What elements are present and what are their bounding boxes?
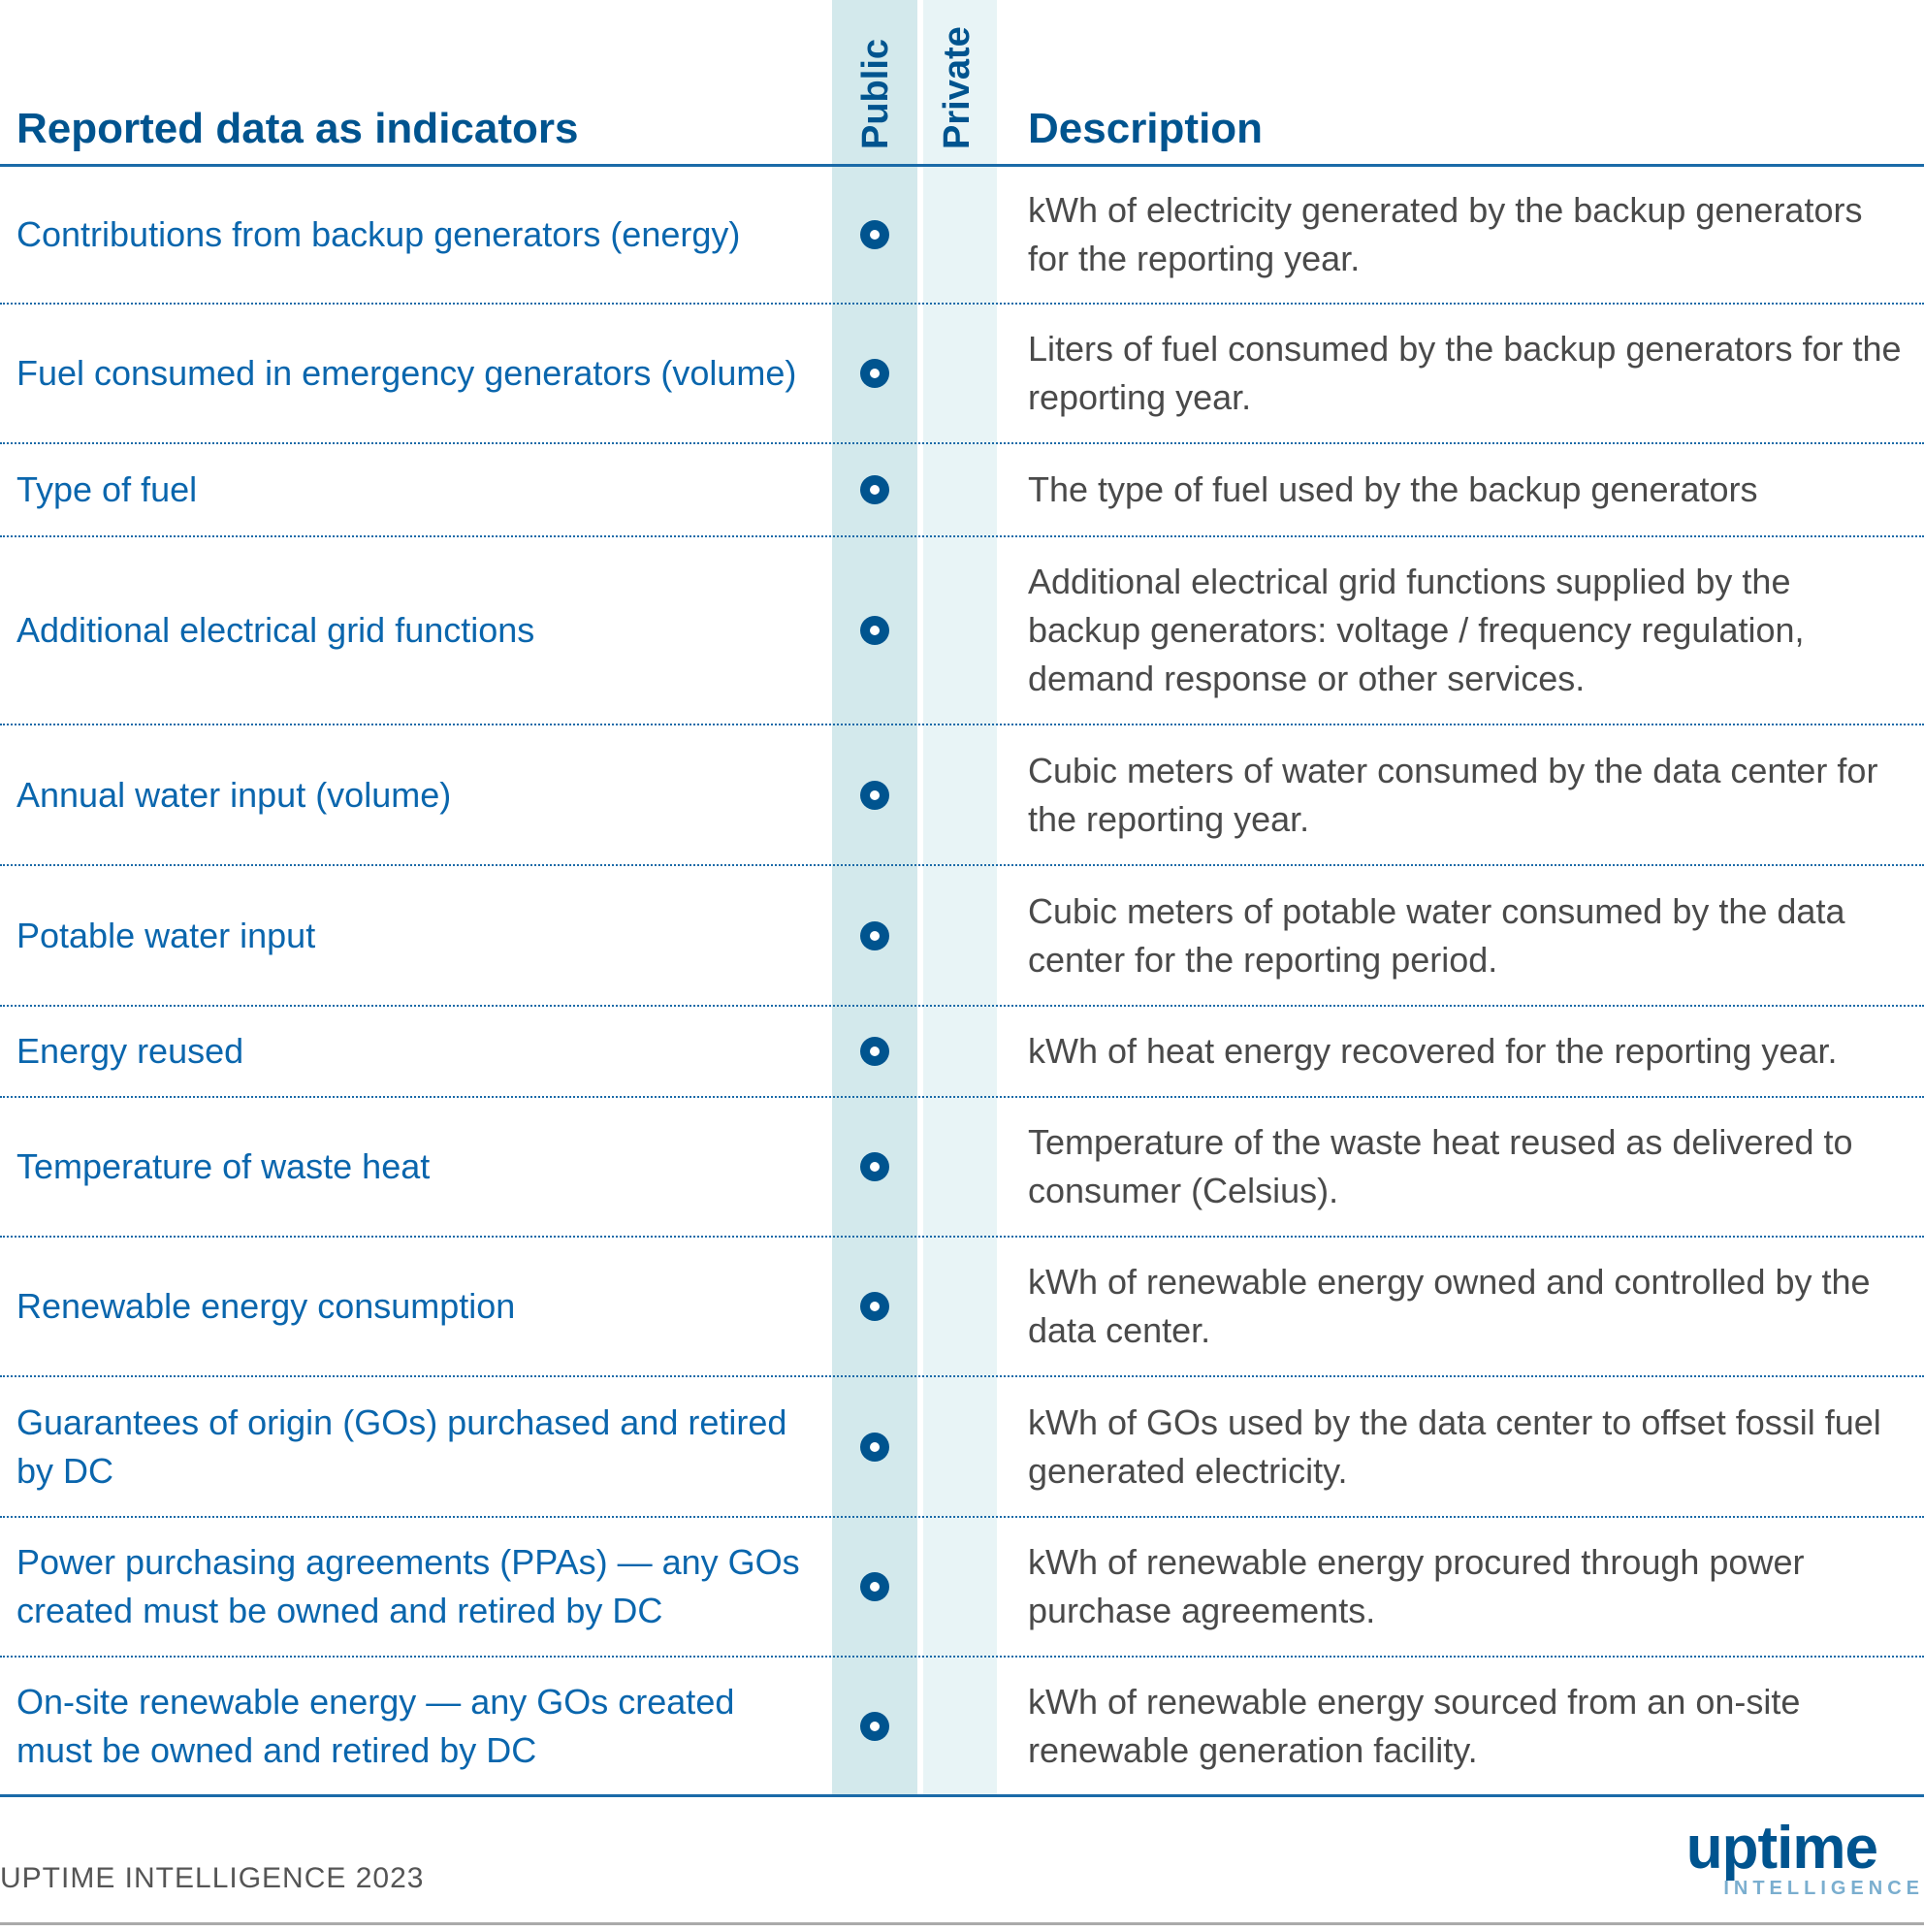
public-dot-icon	[860, 920, 889, 950]
indicator-description: Liters of fuel consumed by the backup ge…	[1028, 329, 1902, 417]
indicator-description: Cubic meters of potable water consumed b…	[1028, 890, 1845, 980]
indicator-description: kWh of renewable energy procured through…	[1028, 1542, 1805, 1630]
indicator-name: Contributions from backup generators (en…	[16, 214, 741, 254]
indicator-name: Additional electrical grid functions	[16, 610, 535, 650]
indicator-name: On-site renewable energy — any GOs creat…	[16, 1681, 735, 1770]
table-row: Potable water input Cubic meters of potab…	[0, 866, 1924, 1007]
indicators-header: Reported data as indicators	[16, 105, 579, 152]
public-dot-icon	[860, 1711, 889, 1741]
public-dot-icon	[860, 616, 889, 645]
indicator-description: kWh of heat energy recovered for the rep…	[1028, 1031, 1838, 1071]
table-row: Additional electrical grid functions Addi…	[0, 537, 1924, 725]
indicator-name: Type of fuel	[16, 469, 198, 509]
table-row: Fuel consumed in emergency generators (v…	[0, 305, 1924, 444]
table-row: Guarantees of origin (GOs) purchased and…	[0, 1377, 1924, 1518]
indicator-name: Fuel consumed in emergency generators (v…	[16, 353, 797, 393]
public-dot-icon	[860, 1152, 889, 1181]
indicator-description: Additional electrical grid functions sup…	[1028, 562, 1805, 698]
indicator-description: The type of fuel used by the backup gene…	[1028, 469, 1758, 509]
indicator-name: Renewable energy consumption	[16, 1286, 516, 1326]
public-dot-icon	[860, 475, 889, 504]
description-header: Description	[1028, 105, 1264, 152]
public-dot-icon	[860, 780, 889, 810]
indicator-name: Power purchasing agreements (PPAs) — any…	[16, 1542, 800, 1630]
indicator-name: Annual water input (volume)	[16, 774, 452, 815]
indicator-table: Contributions from backup generators (en…	[0, 167, 1924, 1797]
indicator-description: Cubic meters of water consumed by the da…	[1028, 750, 1878, 839]
source-footer: UPTIME INTELLIGENCE 2023	[0, 1862, 425, 1894]
public-dot-icon	[860, 1432, 889, 1462]
indicator-description: kWh of electricity generated by the back…	[1028, 190, 1863, 278]
private-column-background	[923, 0, 997, 1797]
public-dot-icon	[860, 1037, 889, 1066]
indicator-name: Guarantees of origin (GOs) purchased and…	[16, 1401, 787, 1491]
public-header: Public	[855, 38, 896, 149]
uptime-logo: uptime INTELLIGENCE	[1685, 1815, 1924, 1900]
public-dot-icon	[860, 220, 889, 249]
logo-word: uptime	[1685, 1815, 1878, 1882]
indicator-name: Energy reused	[16, 1031, 244, 1071]
indicator-description: kWh of GOs used by the data center to of…	[1028, 1401, 1881, 1491]
table-row: Renewable energy consumption kWh of renew…	[0, 1238, 1924, 1377]
private-header: Private	[937, 26, 978, 149]
table-row: Contributions from backup generators (en…	[0, 167, 1924, 305]
public-column-background	[832, 0, 917, 1797]
indicator-description: kWh of renewable energy owned and contro…	[1028, 1262, 1871, 1350]
table-row: On-site renewable energy — any GOs creat…	[0, 1658, 1924, 1797]
table-row: Energy reused kWh of heat energy recovere…	[0, 1007, 1924, 1098]
indicator-description: Temperature of the waste heat reused as …	[1028, 1122, 1853, 1210]
logo-subtitle: INTELLIGENCE	[1723, 1878, 1924, 1899]
public-dot-icon	[860, 359, 889, 388]
footer-divider	[0, 1922, 1924, 1925]
public-dot-icon	[860, 1292, 889, 1321]
table-row: Power purchasing agreements (PPAs) — any…	[0, 1518, 1924, 1658]
table-row: Annual water input (volume) Cubic meters …	[0, 725, 1924, 866]
indicator-description: kWh of renewable energy sourced from an …	[1028, 1681, 1801, 1770]
header-divider	[0, 164, 1924, 167]
indicator-name: Potable water input	[16, 915, 316, 955]
table-row: Temperature of waste heat Temperature of …	[0, 1098, 1924, 1238]
table-row: Type of fuel The type of fuel used by the…	[0, 444, 1924, 537]
public-dot-icon	[860, 1572, 889, 1601]
indicator-name: Temperature of waste heat	[16, 1146, 431, 1186]
